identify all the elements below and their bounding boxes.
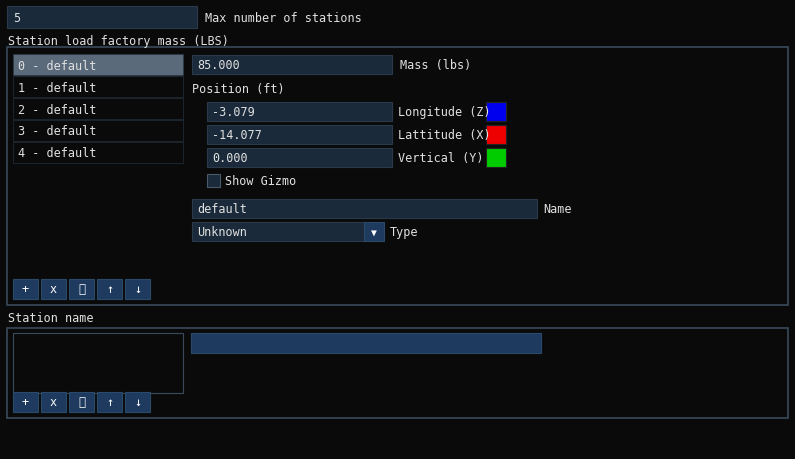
Bar xyxy=(125,392,150,412)
Text: -3.079: -3.079 xyxy=(212,106,254,119)
Text: Mass (lbs): Mass (lbs) xyxy=(400,59,471,72)
Text: -14.077: -14.077 xyxy=(212,129,262,142)
Bar xyxy=(13,392,38,412)
Text: +: + xyxy=(22,396,29,409)
Bar xyxy=(13,333,183,393)
Text: Vertical (Y): Vertical (Y) xyxy=(398,151,483,165)
Bar xyxy=(41,392,66,412)
Bar xyxy=(97,392,122,412)
Bar xyxy=(364,223,384,241)
Text: 3 - default: 3 - default xyxy=(18,125,96,138)
Bar xyxy=(191,333,541,353)
Text: 1 - default: 1 - default xyxy=(18,81,96,94)
Bar xyxy=(13,99,183,120)
Text: Longitude (Z): Longitude (Z) xyxy=(398,106,491,119)
Bar xyxy=(207,103,392,122)
Text: default: default xyxy=(197,202,247,216)
Text: Max number of stations: Max number of stations xyxy=(205,11,362,24)
Text: 85.000: 85.000 xyxy=(197,59,240,72)
Bar xyxy=(7,7,197,29)
Bar xyxy=(486,126,506,145)
Bar xyxy=(69,280,94,299)
Bar xyxy=(7,328,788,418)
Text: ↓: ↓ xyxy=(134,396,141,409)
Bar xyxy=(207,174,220,188)
Text: ↑: ↑ xyxy=(106,396,113,409)
Text: Station load factory mass (LBS): Station load factory mass (LBS) xyxy=(8,34,229,47)
Bar xyxy=(13,55,183,76)
Bar xyxy=(192,56,392,75)
Text: 0.000: 0.000 xyxy=(212,151,247,165)
Bar xyxy=(192,223,364,241)
Bar xyxy=(207,149,392,168)
Text: ⎘: ⎘ xyxy=(78,283,85,296)
Text: 4 - default: 4 - default xyxy=(18,147,96,160)
Bar xyxy=(41,280,66,299)
Bar xyxy=(192,200,537,218)
Text: 0 - default: 0 - default xyxy=(18,59,96,73)
Bar xyxy=(125,280,150,299)
Text: Name: Name xyxy=(543,202,572,216)
Text: x: x xyxy=(50,283,57,296)
Text: ↑: ↑ xyxy=(106,283,113,296)
Text: ↓: ↓ xyxy=(134,283,141,296)
Bar xyxy=(13,121,183,142)
Text: 5: 5 xyxy=(13,11,20,24)
Text: ▼: ▼ xyxy=(371,227,377,237)
Text: +: + xyxy=(22,283,29,296)
Bar xyxy=(69,392,94,412)
Bar xyxy=(486,149,506,168)
Text: Unknown: Unknown xyxy=(197,225,247,239)
Bar xyxy=(97,280,122,299)
Text: Show Gizmo: Show Gizmo xyxy=(225,174,297,188)
Text: x: x xyxy=(50,396,57,409)
Text: Lattitude (X): Lattitude (X) xyxy=(398,129,491,142)
Bar xyxy=(13,143,183,164)
Text: Station name: Station name xyxy=(8,312,94,325)
Bar xyxy=(7,48,788,305)
Bar xyxy=(13,77,183,98)
Text: ⎘: ⎘ xyxy=(78,396,85,409)
Text: Type: Type xyxy=(390,225,418,239)
Bar xyxy=(207,126,392,145)
Bar xyxy=(13,280,38,299)
Bar xyxy=(486,103,506,122)
Text: 2 - default: 2 - default xyxy=(18,103,96,116)
Text: Position (ft): Position (ft) xyxy=(192,82,285,95)
